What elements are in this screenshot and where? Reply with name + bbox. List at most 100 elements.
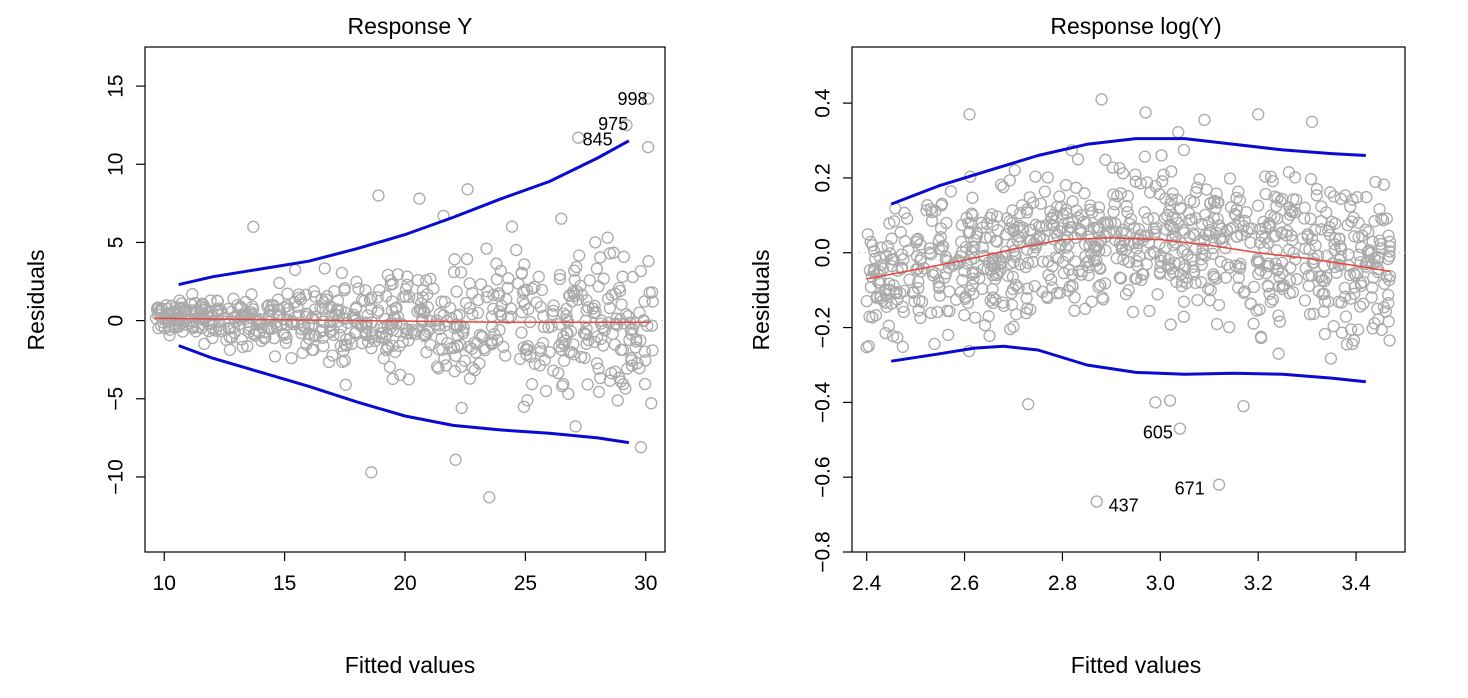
right-point — [1092, 221, 1105, 234]
right-point — [966, 209, 979, 222]
right-point — [1375, 242, 1388, 255]
right-point — [1141, 212, 1154, 225]
right-point — [1310, 189, 1323, 202]
right-point — [1004, 322, 1017, 336]
right-point — [1327, 320, 1340, 333]
left-point — [360, 321, 373, 334]
right-point — [1006, 238, 1019, 251]
left-point — [385, 295, 399, 308]
right-point — [1068, 304, 1081, 317]
right-point — [1094, 262, 1107, 275]
right-point — [983, 329, 996, 343]
right-point — [1332, 258, 1345, 271]
right-point — [1348, 287, 1361, 300]
right-point — [1165, 165, 1178, 178]
left-point — [515, 267, 528, 280]
left-point — [526, 282, 539, 295]
left-point — [314, 325, 328, 338]
right-point — [1005, 298, 1019, 311]
right-point — [1166, 187, 1179, 200]
right-point — [1298, 212, 1311, 225]
left-point — [590, 357, 604, 370]
left-point — [402, 373, 415, 386]
right-point — [1285, 229, 1298, 242]
left-point — [206, 331, 219, 345]
right-point — [1121, 190, 1135, 203]
right-x-tick-label: 3.4 — [1341, 572, 1371, 595]
right-point — [1259, 221, 1272, 234]
right-point — [1289, 253, 1302, 266]
right-point — [964, 217, 977, 230]
left-upper-envelope-line — [178, 139, 630, 287]
left-point — [371, 306, 384, 319]
right-point — [1371, 302, 1384, 316]
right-point — [1351, 323, 1365, 336]
right-point — [1166, 238, 1180, 252]
right-point — [1041, 171, 1054, 184]
left-point — [189, 306, 203, 319]
right-point — [910, 233, 923, 247]
left-point — [463, 301, 476, 315]
left-point — [641, 140, 655, 154]
right-point — [1069, 181, 1083, 194]
right-point — [983, 211, 997, 225]
right-point — [915, 295, 929, 308]
right-point — [1252, 108, 1265, 121]
left-point — [534, 300, 547, 314]
right-point — [1373, 203, 1386, 216]
left-point — [502, 311, 515, 325]
right-point — [880, 300, 893, 313]
right-point — [1045, 211, 1058, 225]
right-point — [1177, 143, 1191, 157]
right-point — [1299, 242, 1312, 255]
right-point — [1235, 228, 1248, 241]
right-title: Response log(Y) — [1050, 13, 1221, 39]
right-point — [900, 212, 914, 225]
left-point — [634, 441, 648, 454]
left-point — [566, 285, 580, 298]
left-point — [616, 343, 629, 356]
left-ylabel: Residuals — [23, 250, 49, 351]
left-point — [246, 303, 260, 316]
left-point — [158, 321, 171, 335]
left-point — [594, 371, 607, 385]
left-point — [553, 340, 566, 353]
right-point — [953, 255, 966, 268]
left-point — [521, 394, 534, 407]
right-point — [1362, 225, 1375, 239]
left-point — [495, 308, 508, 321]
right-point — [1022, 398, 1035, 411]
right-point — [1382, 297, 1395, 310]
right-point — [1264, 209, 1277, 222]
right-point — [1042, 255, 1055, 268]
left-point — [214, 303, 227, 317]
right-point — [1107, 205, 1120, 219]
left-point — [365, 466, 378, 479]
left-y-tick-label: 0 — [104, 315, 127, 327]
right-point — [936, 240, 950, 253]
right-point — [1209, 226, 1223, 239]
right-point — [1178, 226, 1191, 240]
left-point — [439, 359, 453, 372]
left-point — [299, 310, 312, 324]
right-point — [914, 265, 928, 278]
right-point — [1165, 193, 1178, 206]
left-point — [380, 328, 393, 341]
right-point — [861, 228, 874, 241]
right-point — [1115, 240, 1128, 253]
right-point — [1153, 187, 1166, 201]
left-point — [581, 378, 594, 391]
right-point — [1053, 190, 1066, 203]
left-point — [535, 283, 549, 297]
left-point — [575, 288, 589, 301]
left-point — [386, 317, 399, 330]
left-point — [510, 243, 523, 257]
left-point — [308, 303, 322, 316]
left-point — [589, 236, 602, 249]
left-point — [555, 212, 568, 225]
right-point — [1207, 195, 1221, 209]
right-smoother-line — [866, 237, 1391, 280]
left-point — [536, 336, 550, 350]
right-point — [1090, 254, 1103, 267]
left-x-tick-label: 10 — [153, 572, 176, 595]
